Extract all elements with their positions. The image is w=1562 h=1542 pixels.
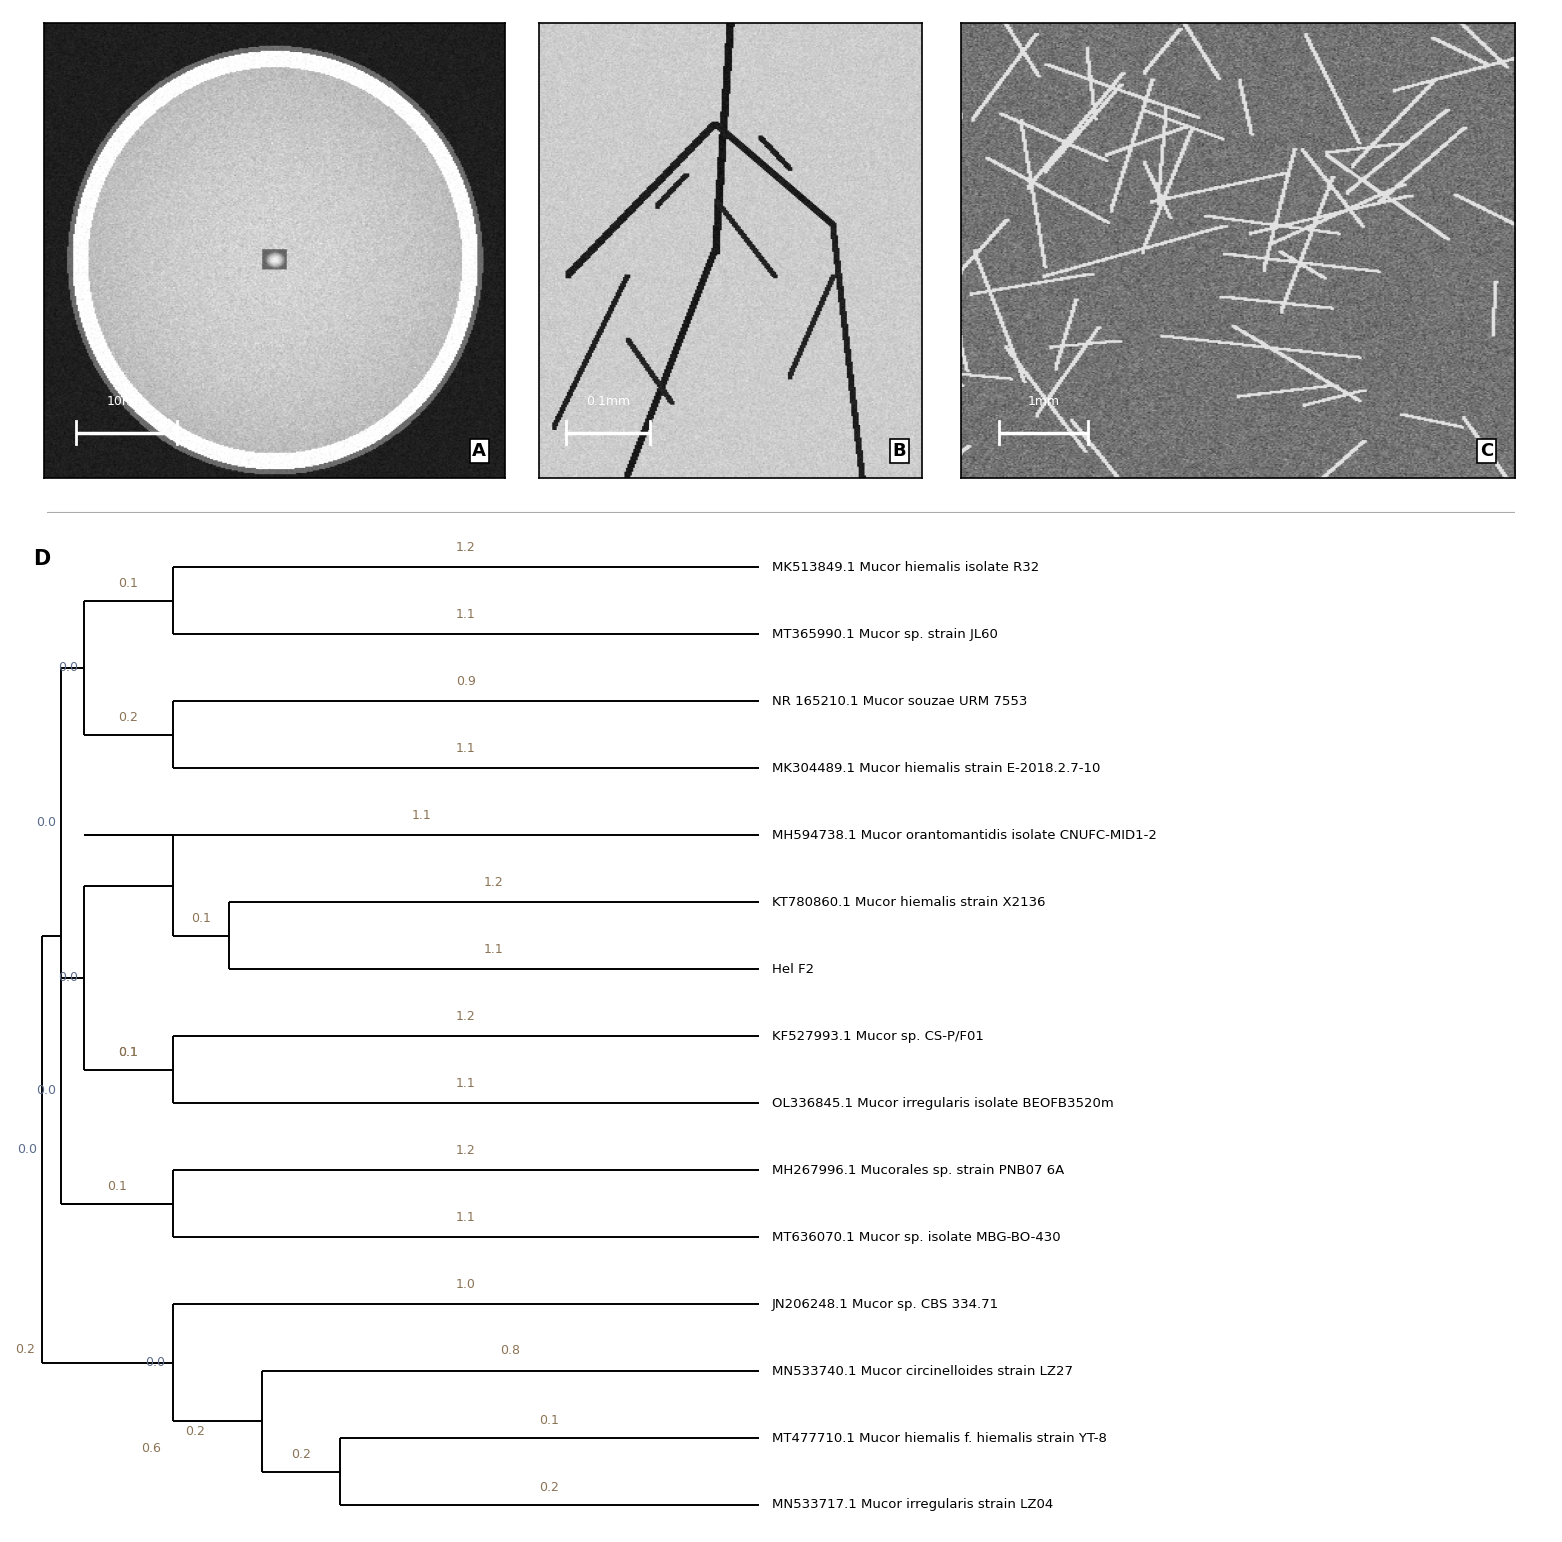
Text: 0.0: 0.0 [58, 971, 78, 984]
Text: MN533740.1 Mucor circinelloides strain LZ27: MN533740.1 Mucor circinelloides strain L… [772, 1365, 1073, 1377]
Text: 0.9: 0.9 [456, 675, 476, 688]
Text: 0.1: 0.1 [191, 913, 211, 925]
Text: 1.2: 1.2 [456, 1144, 476, 1156]
Text: 1.1: 1.1 [456, 1210, 476, 1223]
Text: 0.1: 0.1 [119, 577, 139, 591]
Text: 0.2: 0.2 [14, 1343, 34, 1357]
Text: 0.2: 0.2 [186, 1425, 205, 1437]
Text: JN206248.1 Mucor sp. CBS 334.71: JN206248.1 Mucor sp. CBS 334.71 [772, 1297, 1000, 1311]
Text: 0.0: 0.0 [17, 1143, 37, 1156]
Text: 1.1: 1.1 [456, 742, 476, 754]
Text: 0.1mm: 0.1mm [586, 395, 629, 407]
Text: MT477710.1 Mucor hiemalis f. hiemalis strain YT-8: MT477710.1 Mucor hiemalis f. hiemalis st… [772, 1431, 1107, 1445]
Text: KF527993.1 Mucor sp. CS-P/F01: KF527993.1 Mucor sp. CS-P/F01 [772, 1030, 984, 1042]
Text: NR 165210.1 Mucor souzae URM 7553: NR 165210.1 Mucor souzae URM 7553 [772, 695, 1028, 708]
Text: 1mm: 1mm [1028, 395, 1061, 407]
Text: A: A [472, 443, 486, 460]
Text: 1.1: 1.1 [456, 608, 476, 621]
Text: MT636070.1 Mucor sp. isolate MBG-BO-430: MT636070.1 Mucor sp. isolate MBG-BO-430 [772, 1231, 1061, 1244]
Text: 0.0: 0.0 [58, 662, 78, 674]
Text: 0.1: 0.1 [119, 1045, 139, 1059]
Text: OL336845.1 Mucor irregularis isolate BEOFB3520m: OL336845.1 Mucor irregularis isolate BEO… [772, 1096, 1114, 1110]
Text: 1.1: 1.1 [484, 942, 503, 956]
Text: MH594738.1 Mucor orantomantidis isolate CNUFC-MID1-2: MH594738.1 Mucor orantomantidis isolate … [772, 828, 1157, 842]
Text: B: B [892, 443, 906, 460]
Text: KT780860.1 Mucor hiemalis strain X2136: KT780860.1 Mucor hiemalis strain X2136 [772, 896, 1045, 908]
Text: 0.8: 0.8 [500, 1345, 520, 1357]
Text: 0.2: 0.2 [539, 1482, 559, 1494]
Text: D: D [33, 549, 50, 569]
Text: 0.1: 0.1 [119, 1045, 139, 1059]
Text: Hel F2: Hel F2 [772, 962, 814, 976]
Text: MH267996.1 Mucorales sp. strain PNB07 6A: MH267996.1 Mucorales sp. strain PNB07 6A [772, 1164, 1064, 1177]
Text: 0.0: 0.0 [36, 816, 56, 830]
Text: 1.2: 1.2 [456, 541, 476, 554]
Text: MT365990.1 Mucor sp. strain JL60: MT365990.1 Mucor sp. strain JL60 [772, 628, 998, 641]
Text: 0.0: 0.0 [36, 1084, 56, 1098]
Text: 1.0: 1.0 [456, 1277, 476, 1291]
Text: 0.1: 0.1 [108, 1180, 127, 1194]
Text: 0.0: 0.0 [145, 1355, 166, 1369]
Text: 1.2: 1.2 [484, 876, 503, 888]
Text: MK304489.1 Mucor hiemalis strain E-2018.2.7-10: MK304489.1 Mucor hiemalis strain E-2018.… [772, 762, 1101, 776]
Text: 1.1: 1.1 [411, 808, 431, 822]
Text: 1.1: 1.1 [456, 1076, 476, 1090]
Text: 10mm: 10mm [106, 395, 147, 407]
Text: 0.2: 0.2 [291, 1448, 311, 1460]
Text: MK513849.1 Mucor hiemalis isolate R32: MK513849.1 Mucor hiemalis isolate R32 [772, 561, 1039, 574]
Text: 0.2: 0.2 [119, 711, 139, 725]
Text: MN533717.1 Mucor irregularis strain LZ04: MN533717.1 Mucor irregularis strain LZ04 [772, 1499, 1053, 1511]
Text: 0.6: 0.6 [141, 1442, 161, 1456]
Text: C: C [1479, 443, 1493, 460]
Text: 0.1: 0.1 [539, 1414, 559, 1428]
Text: 1.2: 1.2 [456, 1010, 476, 1022]
